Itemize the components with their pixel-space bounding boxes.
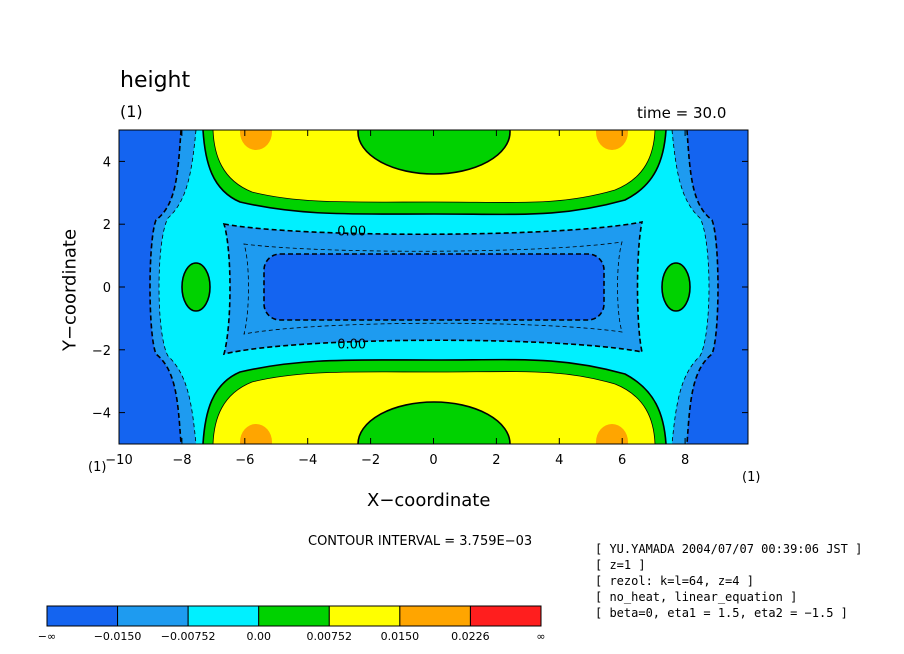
axes-layer: −10 −8 −6 −4 −2 0 2 4 6 8 −4 −2 0 2 4 0.00 0.00 [92,130,748,468]
y-axis-label: Y−coordinate [59,228,81,352]
x-axis-label: X−coordinate [367,490,491,511]
x-tick-label: −8 [172,453,191,468]
x-tick-label: −4 [298,453,317,468]
colorbar-label: 0.00 [246,630,271,643]
top-green-cap [358,130,510,174]
bottom-left-orange [240,424,272,444]
info-line: [ YU.YAMADA 2004/07/07 00:39:06 JST ] [595,542,863,556]
bottom-right-orange [596,424,628,444]
colorbar-label: 0.0150 [381,630,420,643]
y-tick-label: 2 [103,218,111,233]
x-tick-label: 2 [492,453,500,468]
x-tick-label: 6 [618,453,626,468]
x-unit-right: (1) [742,470,761,485]
x-tick-label: 0 [429,453,437,468]
colorbar-swatch [187,605,260,627]
center-deep-blue [264,254,604,320]
y-tick-label: 4 [103,155,111,170]
colorbar-swatch [258,605,330,627]
contour-label: 0.00 [337,338,366,353]
bottom-green-cap [358,402,510,444]
y-tick-label: 0 [103,281,111,296]
colorbar-swatch [399,605,471,627]
x-tick-label: −10 [105,453,132,468]
contour-fill [119,130,748,444]
colorbar-label: −∞ [38,630,56,643]
contour-interval-label: CONTOUR INTERVAL = 3.759E−03 [308,534,533,549]
info-line: [ z=1 ] [595,558,646,572]
info-line: [ no_heat, linear_equation ] [595,590,798,604]
colorbar-label: 0.0226 [451,630,490,643]
contour-lines [149,130,719,444]
info-line: [ beta=0, eta1 = 1.5, eta2 = −1.5 ] [595,606,848,620]
variable-unit: (1) [120,102,143,121]
colorbar-label: −0.00752 [161,630,216,643]
top-left-orange [240,130,272,150]
x-tick-label: 8 [681,453,689,468]
left-green-eddy [182,263,210,311]
contour-label: 0.00 [337,224,366,239]
x-tick-label: −2 [361,453,380,468]
colorbar-swatch [328,605,401,627]
right-green-eddy [662,263,690,311]
colorbar-swatch [117,605,189,627]
info-line: [ rezol: k=l=64, z=4 ] [595,574,754,588]
colorbar-swatch [46,605,119,627]
x-unit-left: (1) [88,460,107,475]
time-label: time = 30.0 [637,104,727,122]
colorbar-label: ∞ [536,630,545,643]
x-tick-label: −6 [235,453,254,468]
y-tick-label: −2 [92,344,111,359]
colorbar-swatch [469,605,542,627]
x-tick-label: 4 [555,453,563,468]
colorbar: −∞ −0.0150 −0.00752 0.00 0.00752 0.0150 0.0226… [38,605,546,643]
colorbar-label: −0.0150 [94,630,142,643]
colorbar-label: 0.00752 [307,630,353,643]
top-right-orange [596,130,628,150]
thin-contour-lines [158,130,710,444]
chart-title: height [120,68,191,93]
y-tick-label: −4 [92,407,111,422]
